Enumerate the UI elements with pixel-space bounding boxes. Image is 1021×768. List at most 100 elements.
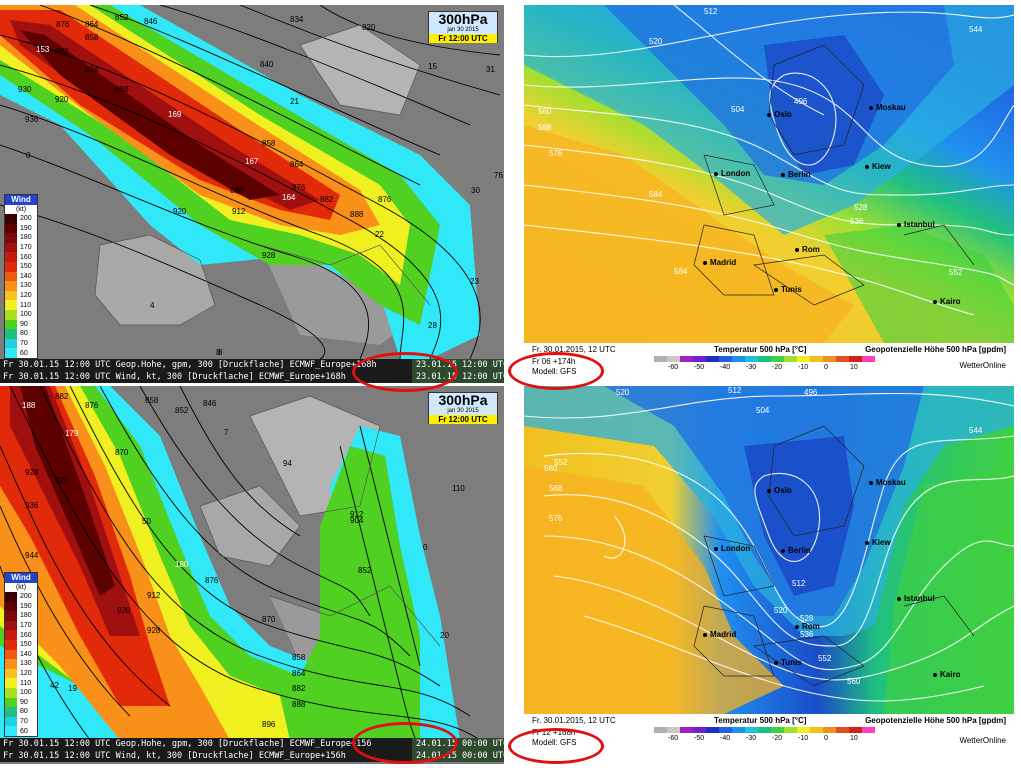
model-run-line: 23.01.15 12:00 UTC	[416, 360, 504, 370]
contour-label: 544	[969, 426, 983, 435]
wind-legend-value: 130	[20, 660, 32, 668]
wind-legend-row: 170	[5, 620, 37, 631]
temperature-scale-label: -10	[798, 364, 809, 371]
contour-label: 23	[470, 277, 479, 286]
contour-label: 864	[85, 20, 99, 29]
wind-legend-value: 90	[20, 698, 28, 706]
city-label: Istanbul	[897, 594, 935, 603]
temperature-scale-label: 0	[824, 364, 828, 371]
wind-legend-swatch	[5, 223, 17, 234]
temperature-scale-swatch	[836, 356, 849, 362]
valid-time: Fr 12:00 UTC	[429, 34, 497, 43]
contour-label: 536	[850, 217, 864, 226]
contour-label: 852	[175, 406, 189, 415]
contour-label: 876	[56, 20, 70, 29]
wind-legend-swatch	[5, 678, 17, 688]
contour-label: 904	[350, 516, 364, 525]
city-label: London	[713, 544, 751, 553]
contour-label: 520	[774, 606, 788, 615]
wind-legend-value: 120	[20, 292, 32, 300]
level-badge: 300hPa jan 30 2015 Fr 12:00 UTC	[428, 11, 498, 43]
gfs-map-bottom-graphic	[524, 386, 1014, 714]
wind-legend-row: 150	[5, 261, 37, 272]
contour-label: 560	[538, 107, 552, 116]
footer-geopotential-line: Fr 30.01.15 12:00 UTC Geop.Hohe, gpm, 30…	[3, 360, 377, 370]
city-label: Madrid	[702, 258, 737, 267]
contour-label: 870	[115, 448, 129, 457]
contour-label: 936	[25, 501, 39, 510]
wind-legend-swatch	[5, 281, 17, 291]
contour-label: 552	[554, 458, 568, 467]
temperature-scale-swatch	[758, 727, 771, 733]
wind-legend-row: 90	[5, 319, 37, 330]
city-label: Madrid	[702, 630, 737, 639]
temperature-scale-swatch	[745, 356, 758, 362]
wind-legend-value: 160	[20, 253, 32, 261]
contour-label: 552	[949, 268, 963, 277]
wind-legend-row: 60	[5, 348, 37, 358]
temperature-scale-swatch	[823, 356, 836, 362]
temperature-scale-swatch	[771, 356, 784, 362]
contour-label: 888	[292, 700, 306, 709]
city-label: Moskau	[869, 478, 906, 487]
contour-label: 912	[350, 510, 364, 519]
ecmwf-wind-map-bottom: 188 882 876 870 858 852 846 179 928 920 …	[0, 386, 504, 764]
wind-legend-swatch	[5, 319, 17, 330]
wind-legend-row: 180	[5, 233, 37, 243]
highlight-oval-wind-top	[352, 352, 458, 392]
contour-label: 936	[25, 115, 39, 124]
highlight-oval-wind-bottom	[352, 722, 458, 764]
contour-label: 31	[486, 65, 495, 74]
contour-label: 882	[55, 392, 69, 401]
contour-label: 576	[549, 514, 563, 523]
city-label: London	[713, 169, 751, 178]
contour-label: 858	[85, 33, 99, 42]
city-label: Oslo	[767, 110, 792, 119]
wind-legend-value: 180	[20, 612, 32, 620]
contour-label: 852	[358, 566, 372, 575]
contour-label: 512	[704, 7, 718, 16]
gfs-temperature-map-bottom: Oslo Moskau London Berlin Kiew Istanbul …	[524, 386, 1014, 764]
temperature-legend-title: Temperatur 500 hPa [°C]	[714, 345, 807, 354]
wind-legend-value: 130	[20, 282, 32, 290]
temperature-scale-labels: -60 -50 -40 -30 -20 -10 0 10	[654, 735, 874, 744]
contour-label: 888	[350, 210, 364, 219]
contour-label: 876	[378, 195, 392, 204]
temperature-scale-swatch	[667, 356, 680, 362]
temperature-scale-label: 10	[850, 364, 858, 371]
gfs-footer: Fr. 30.01.2015, 12 UTC Temperatur 500 hP…	[524, 714, 1014, 754]
city-label: Moskau	[869, 103, 906, 112]
ecmwf-wind-map-top: 876 864 852 846 834 820 882 858 840 894 …	[0, 5, 504, 383]
contour-label: 520	[616, 388, 630, 397]
wind-legend-value: 60	[20, 727, 28, 735]
temperature-scale-swatch	[680, 727, 693, 733]
wind-legend-swatch	[5, 697, 17, 708]
contour-label: 504	[731, 105, 745, 114]
model-run-line: 23.01.15 12:00 UTC	[416, 372, 504, 382]
contour-label: 858	[145, 396, 159, 405]
wind-speed-label: 153	[36, 45, 50, 54]
wind-legend-row: 80	[5, 329, 37, 339]
wind-speed-label: 180	[175, 560, 189, 569]
wind-legend-swatch	[5, 726, 17, 736]
contour-label: 50	[142, 517, 151, 526]
wind-legend: Wind (kt) 200 190 180 170 160 150 140 130 120 110 10…	[4, 194, 38, 359]
wind-legend-swatch	[5, 242, 17, 253]
contour-label: 920	[117, 606, 131, 615]
contour-label: 528	[854, 203, 868, 212]
contour-label: 0	[26, 151, 31, 160]
wind-legend-swatch	[5, 707, 17, 717]
contour-label: 552	[818, 654, 832, 663]
wind-legend-value: 170	[20, 622, 32, 630]
wind-legend-row: 180	[5, 611, 37, 621]
wind-legend-swatch	[5, 668, 17, 679]
city-label: Kairo	[932, 297, 961, 306]
temperature-scale-swatch	[836, 727, 849, 733]
temperature-scale-swatch	[654, 356, 667, 362]
temperature-scale-label: 0	[824, 735, 828, 742]
contour-label: 560	[847, 677, 861, 686]
wind-legend-swatch	[5, 233, 17, 243]
wind-legend-value: 80	[20, 330, 28, 338]
footer-wind-line: Fr 30.01.15 12:00 UTC Wind, kt, 300 [Dru…	[3, 751, 346, 761]
valid-date: jan 30 2015	[447, 408, 479, 414]
